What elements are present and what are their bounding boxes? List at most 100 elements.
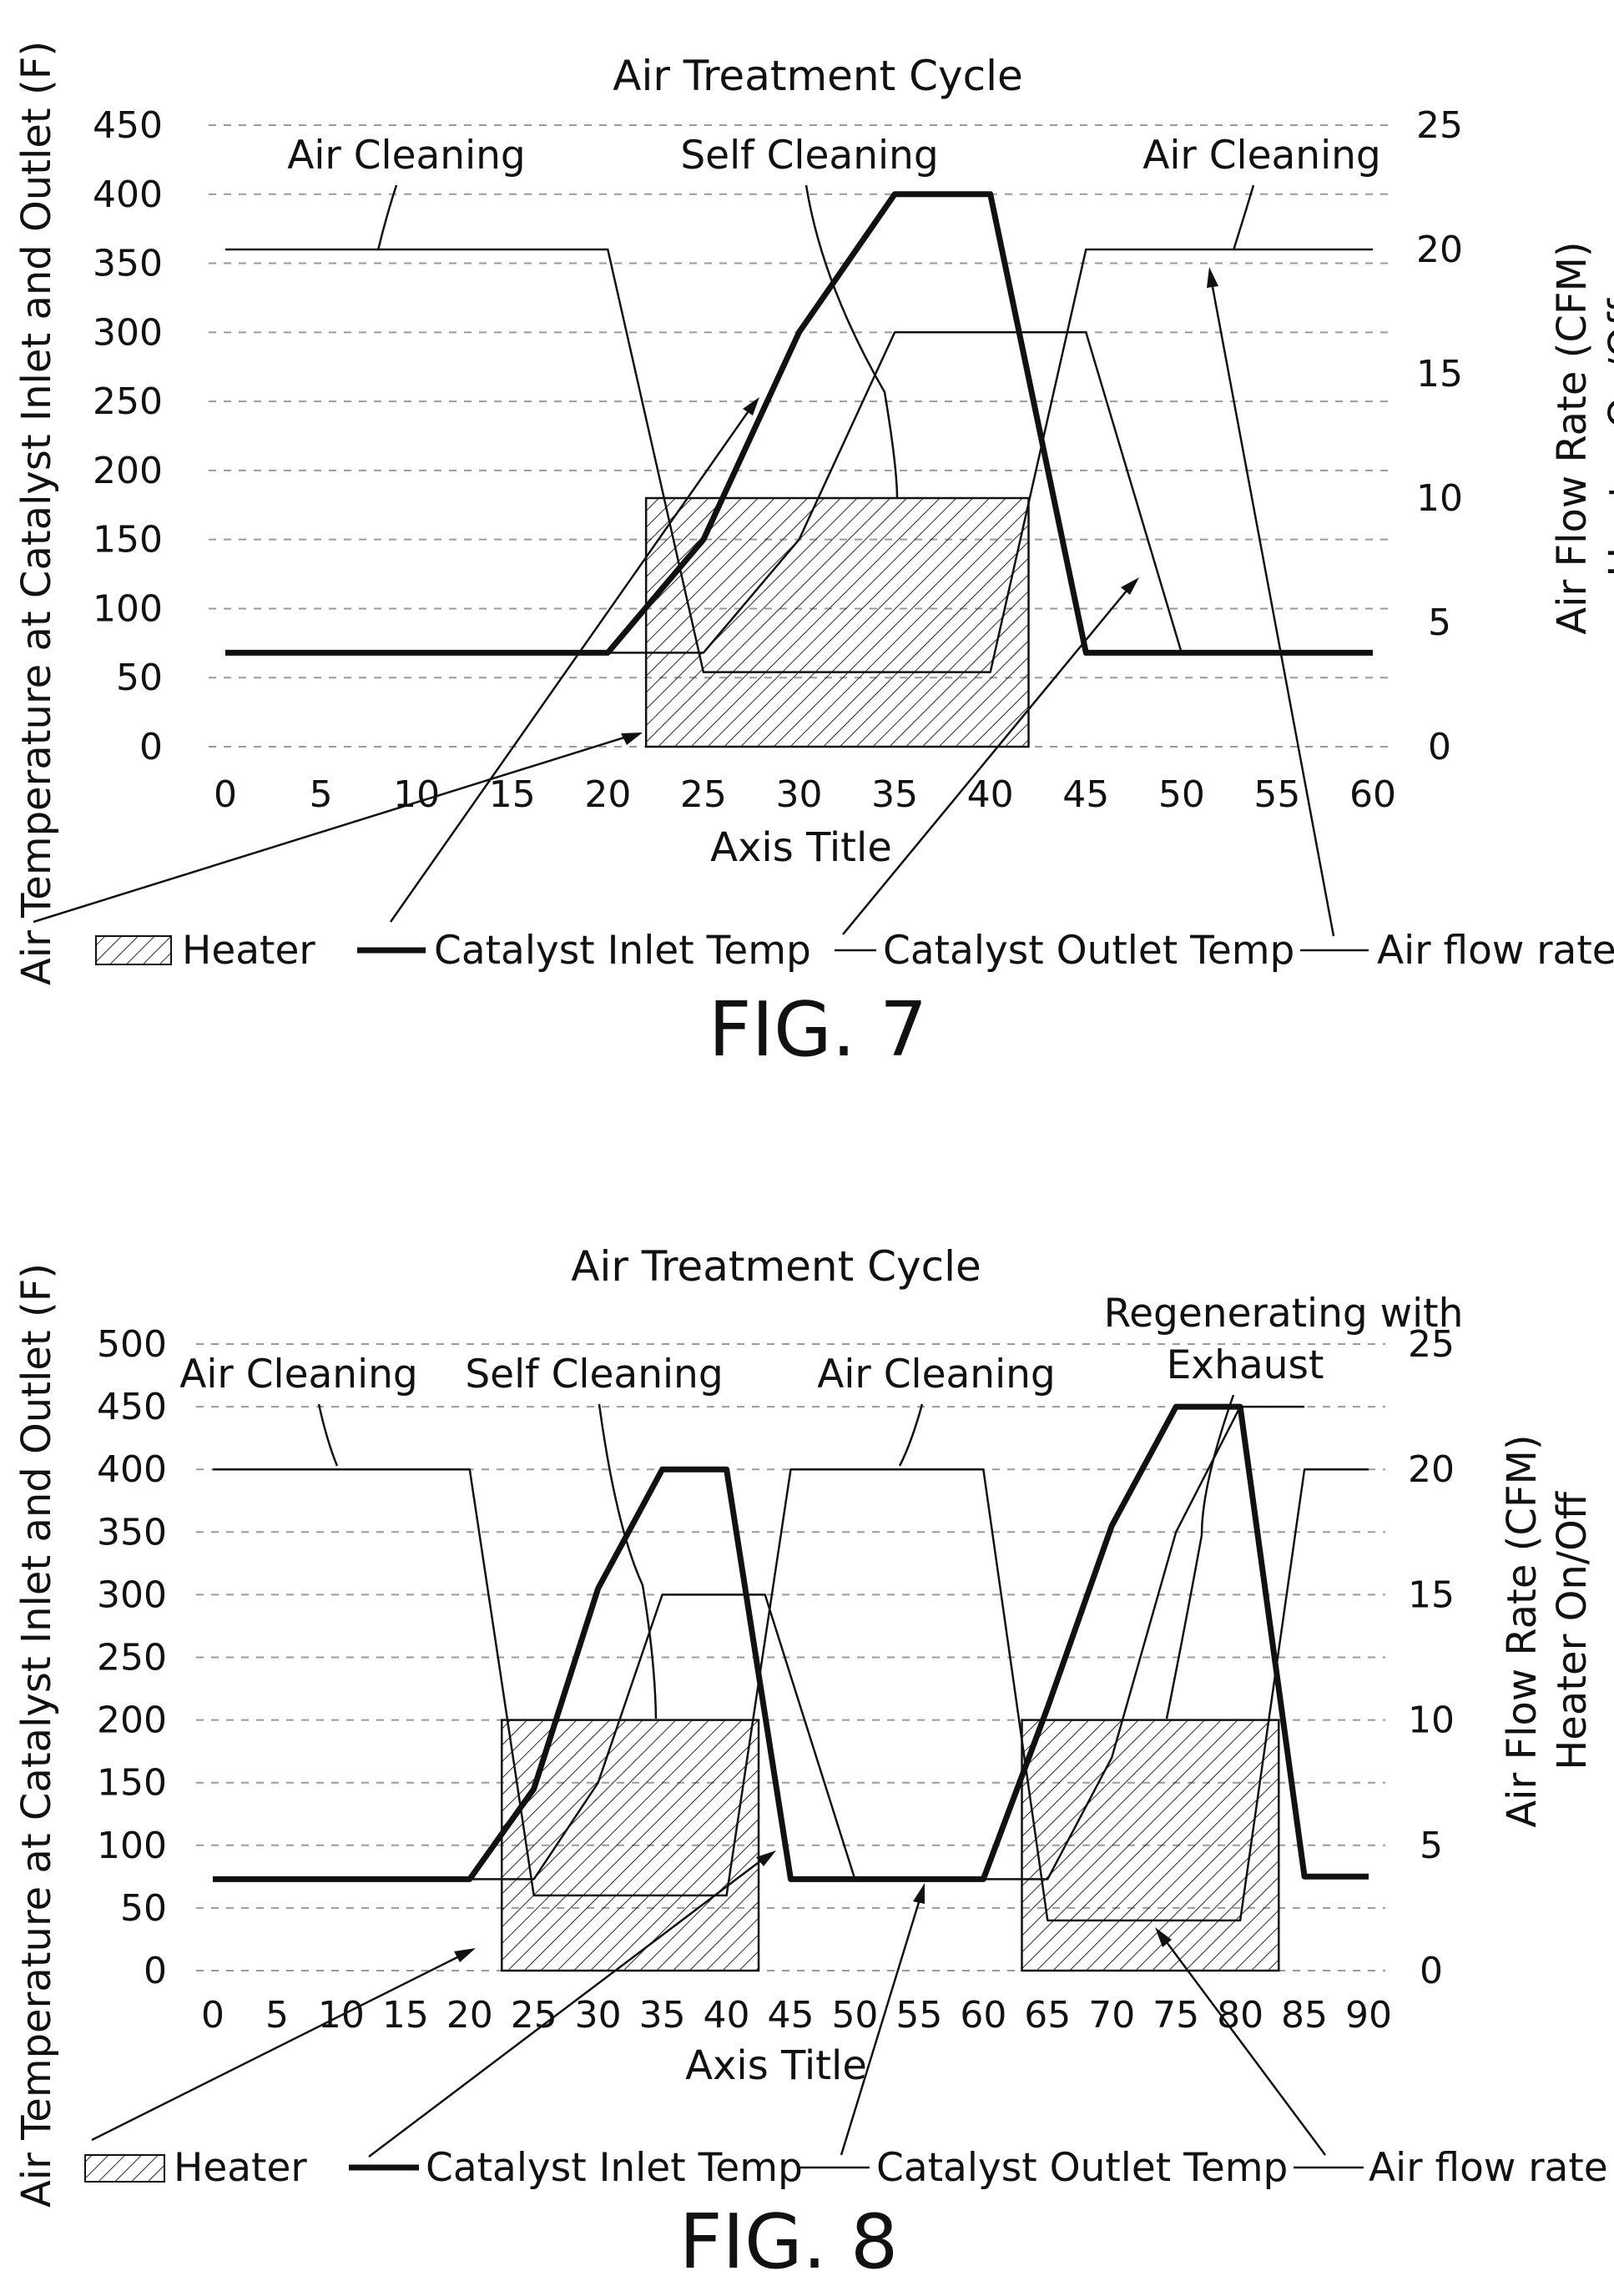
heater-bar [501,1719,760,1972]
y-tick-label: 100 [97,1825,167,1867]
fig8-leader-self-cleaning [598,1403,658,1719]
fig8-annotation-self-cleaning: Self Cleaning [465,1352,723,1397]
fig8-leader-regenerating [1165,1394,1235,1719]
fig8-label: FIG. 8 [679,2198,899,2286]
y-tick-label: 350 [97,1511,167,1553]
x-tick-label: 55 [895,1994,942,2037]
fig7-arrowhead-heater [621,733,643,745]
fig8-legend-heater: Heater [174,2145,307,2191]
fig8-arrowhead-airflow [1155,1927,1172,1947]
heater-bar [1021,1719,1280,1972]
y2-tick-label: 0 [1428,726,1451,768]
y2-tick-label: 25 [1416,104,1463,147]
x-tick-label: 25 [511,1994,557,2037]
x-tick-label: 10 [393,773,440,816]
x-tick-label: 15 [489,773,536,816]
x-tick-label: 20 [446,1994,493,2037]
y-tick-label: 250 [97,1637,167,1679]
fig7-leader-air-cleaning-2 [1232,184,1255,251]
x-tick-label: 0 [201,1994,224,2037]
x-tick-label: 5 [265,1994,289,2037]
catalyst-outlet-temp-line [225,331,1373,654]
y-tick-label: 500 [97,1323,167,1366]
fig7-legend-arrows [33,267,1335,937]
y-tick-label: 300 [97,1573,167,1616]
x-tick-label: 20 [584,773,631,816]
fig8-right-axis-label-1: Air Flow Rate (CFM) [1499,1434,1546,1827]
fig7-series [225,191,1373,748]
y-tick-label: 400 [97,1448,167,1491]
x-tick-label: 70 [1088,1994,1135,2037]
x-tick-label: 45 [1062,773,1109,816]
y2-tick-label: 15 [1416,353,1463,395]
fig7-annotation-self-cleaning: Self Cleaning [680,133,938,179]
fig8-right-axis-label-2: Heater On/Off [1549,1491,1596,1770]
fig8-annotation-air-cleaning-2: Air Cleaning [817,1352,1056,1397]
x-tick-label: 60 [1349,773,1396,816]
fig8-left-axis-label: Air Temperature at Catalyst Inlet and Ou… [13,1263,60,2208]
x-tick-label: 55 [1253,773,1300,816]
fig7-x-axis-ticks: 0 5 10 15 20 25 30 35 40 45 50 55 60 [214,773,1396,816]
y-tick-label: 50 [116,657,163,699]
y2-tick-label: 5 [1420,1825,1443,1867]
y-tick-label: 150 [93,519,163,561]
fig8-chart: Air Treatment Cycle 05010015020025030035… [13,1242,1608,2286]
y2-tick-label: 15 [1408,1573,1455,1616]
y2-tick-label: 20 [1416,229,1463,271]
fig7-left-axis-label: Air Temperature at Catalyst Inlet and Ou… [13,41,60,985]
y-tick-label: 300 [93,311,163,354]
y-tick-label: 0 [139,726,163,768]
fig7-arrowhead-inlet [743,397,759,415]
x-tick-label: 65 [1024,1994,1071,2037]
fig8-leader-air-cleaning-2 [898,1403,924,1467]
y2-tick-label: 0 [1420,1950,1443,1992]
fig8-legend-arrows [91,1850,1327,2158]
y2-tick-label: 25 [1408,1323,1455,1366]
fig7-arrow-heater [33,736,625,924]
y-tick-label: 250 [93,380,163,423]
fig8-x-axis-label: Axis Title [685,2042,867,2089]
x-tick-label: 40 [967,773,1014,816]
y-tick-label: 450 [93,104,163,147]
y-tick-label: 200 [93,450,163,492]
heater-bar [644,496,1030,748]
fig8-legend: Heater Catalyst Inlet Temp Catalyst Outl… [84,2145,1608,2191]
catalyst-outlet-temp-line [213,1405,1305,1881]
fig8-leader-air-cleaning-1 [317,1403,339,1467]
fig8-right-axis-ticks: 0 5 10 15 20 25 [1408,1323,1455,1992]
fig7-arrow-airflow [1211,286,1335,937]
fig7-legend-airflow: Air flow rate [1377,928,1614,974]
fig7-right-axis-ticks: 0 5 10 15 20 25 [1416,104,1463,768]
catalyst-inlet-temp-line [225,191,1373,656]
fig7-legend-heater: Heater [182,928,315,974]
fig7-legend-outlet: Catalyst Outlet Temp [883,928,1294,974]
fig7-right-axis-label-2: Heater On/Off [1601,298,1614,577]
y-tick-label: 200 [97,1699,167,1742]
air-flow-rate-line [225,248,1373,673]
x-tick-label: 60 [960,1994,1006,2037]
fig8-annotation-air-cleaning-1: Air Cleaning [179,1352,418,1397]
x-tick-label: 15 [382,1994,429,2037]
x-tick-label: 40 [704,1994,750,2037]
x-tick-label: 30 [776,773,823,816]
fig7-chart: Air Treatment Cycle 05010015020025030035… [13,41,1614,1074]
x-tick-label: 90 [1345,1994,1392,2037]
fig8-legend-inlet: Catalyst Inlet Temp [426,2145,803,2191]
fig7-arrowhead-outlet [1121,577,1139,595]
fig7-leader-air-cleaning-1 [376,184,398,251]
fig8-x-axis-ticks: 0 5 10 15 20 25 30 35 40 45 50 55 60 65 70 75 80 85 90 [201,1994,1392,2037]
y-tick-label: 450 [97,1386,167,1428]
fig7-arrow-inlet [389,411,749,923]
fig7-legend-inlet: Catalyst Inlet Temp [434,928,811,974]
fig8-legend-airflow: Air flow rate [1369,2145,1608,2191]
y2-tick-label: 10 [1408,1699,1455,1742]
fig7-annotation-air-cleaning-1: Air Cleaning [287,133,526,179]
fig7-chart-title: Air Treatment Cycle [613,52,1023,100]
fig7-legend: Heater Catalyst Inlet Temp Catalyst Outl… [95,928,1614,974]
fig8-legend-outlet: Catalyst Outlet Temp [876,2145,1288,2191]
x-tick-label: 5 [310,773,333,816]
fig8-legend-heater-swatch [84,2154,165,2183]
fig8-series [213,1403,1369,1972]
y-tick-label: 0 [144,1950,167,1992]
